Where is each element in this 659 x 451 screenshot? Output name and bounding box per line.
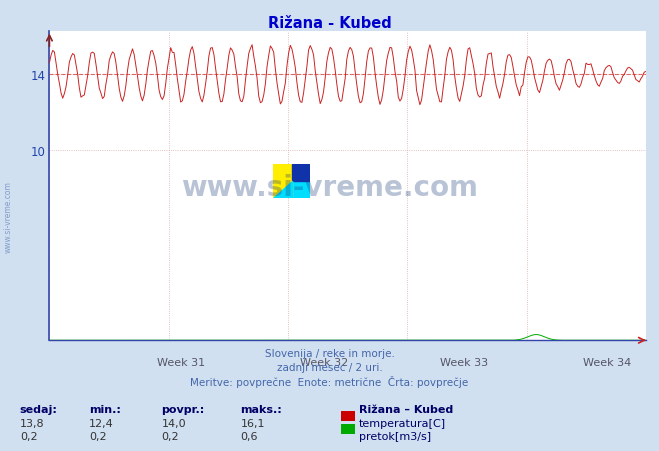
Text: www.si-vreme.com: www.si-vreme.com [3,180,13,253]
Text: Rižana - Kubed: Rižana - Kubed [268,16,391,31]
Polygon shape [273,181,291,198]
Bar [291,181,310,198]
Text: 16,1: 16,1 [241,418,265,428]
Text: sedaj:: sedaj: [20,404,57,414]
Bar [291,165,310,181]
Text: 0,2: 0,2 [20,431,38,441]
Text: 0,6: 0,6 [241,431,258,441]
Polygon shape [273,181,291,198]
Text: Slovenija / reke in morje.: Slovenija / reke in morje. [264,348,395,358]
Bar [273,165,291,181]
Text: 13,8: 13,8 [20,418,44,428]
Text: 0,2: 0,2 [161,431,179,441]
Text: Meritve: povprečne  Enote: metrične  Črta: povprečje: Meritve: povprečne Enote: metrične Črta:… [190,375,469,387]
Text: Week 34: Week 34 [583,358,631,368]
Text: povpr.:: povpr.: [161,404,205,414]
Text: maks.:: maks.: [241,404,282,414]
Text: Rižana – Kubed: Rižana – Kubed [359,404,453,414]
Text: temperatura[C]: temperatura[C] [359,418,446,428]
Text: 0,2: 0,2 [89,431,107,441]
Text: Week 32: Week 32 [300,358,348,368]
Text: Week 33: Week 33 [440,358,488,368]
Text: min.:: min.: [89,404,121,414]
Text: www.si-vreme.com: www.si-vreme.com [181,173,478,201]
Text: zadnji mesec / 2 uri.: zadnji mesec / 2 uri. [277,362,382,372]
Text: pretok[m3/s]: pretok[m3/s] [359,431,431,441]
Text: Week 31: Week 31 [157,358,205,368]
Text: 14,0: 14,0 [161,418,186,428]
Text: 12,4: 12,4 [89,418,114,428]
